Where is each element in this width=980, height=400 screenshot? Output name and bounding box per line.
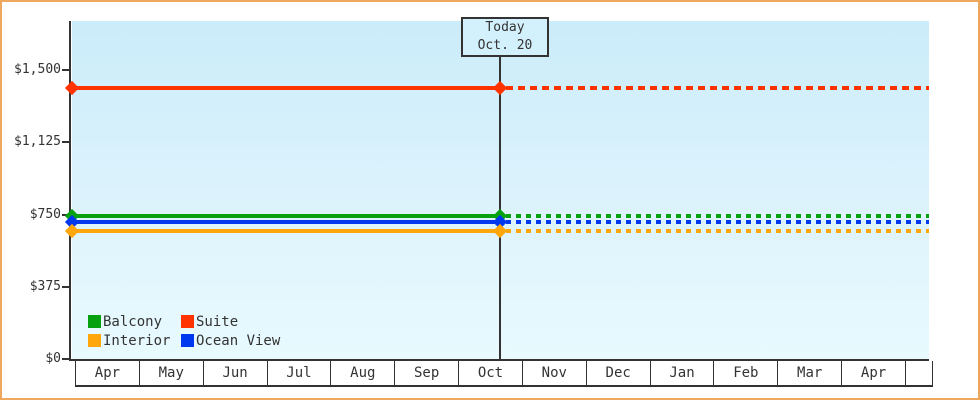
legend-item-suite: Suite: [181, 314, 238, 330]
legend-swatch-balcony: [88, 315, 101, 328]
month-cell: Jul: [268, 361, 332, 385]
month-cell: Sep: [395, 361, 460, 385]
legend-item-ocean-view: Ocean View: [181, 333, 280, 349]
month-cell: Feb: [714, 361, 779, 385]
legend-swatch-ocean-view: [181, 334, 194, 347]
legend-label-interior: Interior: [103, 332, 171, 349]
month-cell: Apr: [76, 361, 140, 385]
today-date: Oct. 20: [477, 38, 533, 53]
legend-swatch-suite: [181, 315, 194, 328]
legend-label-ocean-view: Ocean View: [196, 332, 281, 349]
y-tick-label: $750: [29, 206, 61, 222]
today-vertical-line: [499, 57, 501, 359]
month-cell: Apr: [842, 361, 906, 385]
y-tick-mark: [62, 358, 69, 360]
series-line-dashed-suite: [506, 85, 929, 90]
month-cell: Mar: [778, 361, 843, 385]
today-label: Today: [485, 20, 525, 35]
month-cell-stub: [906, 361, 933, 385]
legend: Balcony Suite Interior Ocean View: [88, 312, 280, 350]
series-line-solid-ocean-view: [71, 220, 500, 225]
legend-label-suite: Suite: [196, 313, 239, 330]
series-line-dashed-interior: [506, 228, 929, 233]
series-line-solid-suite: [71, 85, 500, 90]
month-cell: Oct: [459, 361, 523, 385]
month-cell: Aug: [331, 361, 396, 385]
y-tick-mark: [62, 285, 69, 288]
y-tick-label: $375: [29, 278, 61, 294]
month-cell: Jan: [651, 361, 715, 385]
month-cell: May: [140, 361, 204, 385]
legend-label-balcony: Balcony: [103, 313, 163, 330]
y-tick-mark: [62, 141, 69, 144]
legend-row: Interior Ocean View: [88, 331, 280, 350]
month-cell: Dec: [587, 361, 651, 385]
y-tick-label: $0: [45, 351, 61, 366]
series-line-dashed-ocean-view: [506, 220, 929, 225]
series-line-solid-interior: [71, 228, 500, 233]
legend-row: Balcony Suite: [88, 312, 280, 331]
y-tick-label: $1,500: [14, 62, 61, 78]
today-callout-box: Today Oct. 20: [461, 17, 549, 57]
x-axis-month-row: Apr May Jun Jul Aug Sep Oct Nov Dec Jan Feb Mar Apr: [75, 361, 933, 387]
y-tick-mark: [62, 69, 69, 72]
series-line-dashed-balcony: [506, 213, 929, 218]
y-axis-line: [69, 21, 71, 361]
series-line-solid-balcony: [71, 213, 500, 218]
legend-swatch-interior: [88, 334, 101, 347]
y-tick-label: $1,125: [14, 134, 61, 150]
x-axis-line: [69, 359, 929, 361]
legend-item-balcony: Balcony: [88, 314, 181, 330]
legend-item-interior: Interior: [88, 333, 181, 349]
month-cell: Jun: [204, 361, 268, 385]
month-cell: Nov: [523, 361, 587, 385]
